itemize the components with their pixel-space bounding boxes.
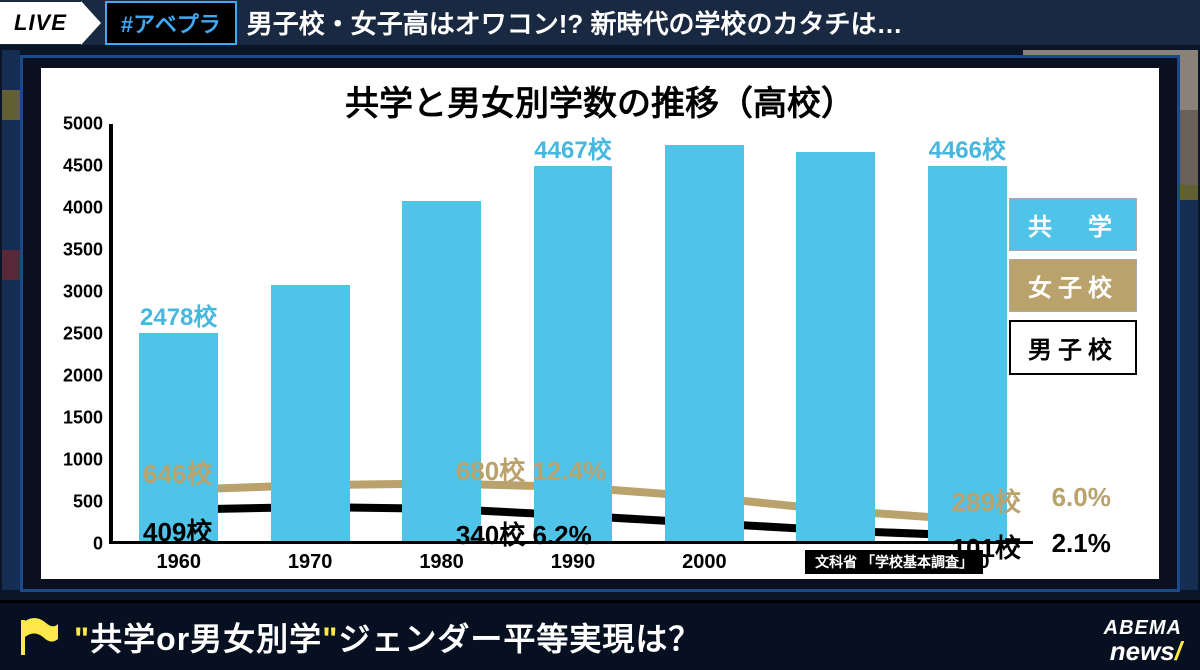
legend-boys: 男子校 xyxy=(1009,320,1137,375)
content-frame: 共学と男女別学数の推移（高校） 0 500 1000 1500 2000 2500 3000… xyxy=(20,55,1180,592)
live-badge: LIVE xyxy=(0,2,81,44)
y-tick-label: 4000 xyxy=(63,198,103,219)
callout-girls-1990: 680校 12.4% xyxy=(456,451,606,488)
callout-boys-2020: 101校 xyxy=(952,528,1021,565)
footer-bar: "共学or男女別学"ジェンダー平等実現は？ ABEMA news/ xyxy=(0,600,1200,670)
y-tick-label: 3500 xyxy=(63,240,103,261)
logo-line2: news/ xyxy=(1104,638,1182,664)
y-tick-label: 0 xyxy=(93,534,103,555)
network-logo: ABEMA news/ xyxy=(1104,618,1182,664)
y-tick-label: 4500 xyxy=(63,156,103,177)
bar-coed xyxy=(271,285,350,541)
headline-text: 男子校・女子高はオワコン!? 新時代の学校のカタチは… xyxy=(247,4,903,41)
y-tick-label: 1000 xyxy=(63,450,103,471)
x-tick-label: 1960 xyxy=(156,551,201,574)
legend: 共 学 女子校 男子校 xyxy=(1009,198,1137,383)
flag-icon xyxy=(18,617,60,657)
y-axis: 0500100015002000250030003500400045005000 xyxy=(41,124,109,544)
plot-area: 2478校1960197019804467校1990200020104466校2… xyxy=(113,124,1033,544)
y-tick-label: 500 xyxy=(73,492,103,513)
side-decoration-left xyxy=(2,50,20,590)
bar-coed xyxy=(139,333,218,541)
footer-quote-open: " xyxy=(74,621,90,657)
callout-girls-2020: 289校 xyxy=(952,482,1021,519)
top-banner: LIVE #アベプラ 男子校・女子高はオワコン!? 新時代の学校のカタチは… xyxy=(0,0,1200,45)
chart-title: 共学と男女別学数の推移（高校） xyxy=(41,68,1159,127)
legend-coed: 共 学 xyxy=(1009,198,1137,251)
footer-main: 共学or男女別学 xyxy=(90,621,322,657)
logo-line1: ABEMA xyxy=(1104,618,1182,638)
callout-girls-2020-pct: 6.0% xyxy=(1052,482,1111,513)
y-tick-label: 2000 xyxy=(63,366,103,387)
x-tick-label: 1970 xyxy=(288,551,333,574)
live-arrow-icon xyxy=(81,1,101,45)
x-tick-label: 1980 xyxy=(419,551,464,574)
footer-text: "共学or男女別学"ジェンダー平等実現は？ xyxy=(74,614,701,660)
footer-suffix: ジェンダー平等実現は？ xyxy=(338,621,701,657)
chart-panel: 共学と男女別学数の推移（高校） 0 500 1000 1500 2000 2500 3000… xyxy=(41,68,1159,579)
y-tick-label: 2500 xyxy=(63,324,103,345)
y-tick-label: 5000 xyxy=(63,114,103,135)
bar-coed xyxy=(665,145,744,541)
callout-boys-1990: 340校 6.2% xyxy=(456,515,592,552)
callout-boys-1960: 409校 xyxy=(143,512,212,549)
x-tick-label: 2000 xyxy=(682,551,727,574)
x-tick-label: 1990 xyxy=(551,551,596,574)
hashtag-badge: #アベプラ xyxy=(105,1,237,45)
footer-quote-close: " xyxy=(322,621,338,657)
bar-label: 4466校 xyxy=(912,130,1022,165)
y-tick-label: 3000 xyxy=(63,282,103,303)
bar-label: 4467校 xyxy=(518,130,628,165)
y-tick-label: 1500 xyxy=(63,408,103,429)
bar-label: 2478校 xyxy=(124,297,234,332)
bar-coed xyxy=(796,152,875,541)
legend-girls: 女子校 xyxy=(1009,259,1137,312)
callout-boys-2020-pct: 2.1% xyxy=(1052,528,1111,559)
bar-coed xyxy=(402,201,481,541)
callout-girls-1960: 646校 xyxy=(143,454,212,491)
